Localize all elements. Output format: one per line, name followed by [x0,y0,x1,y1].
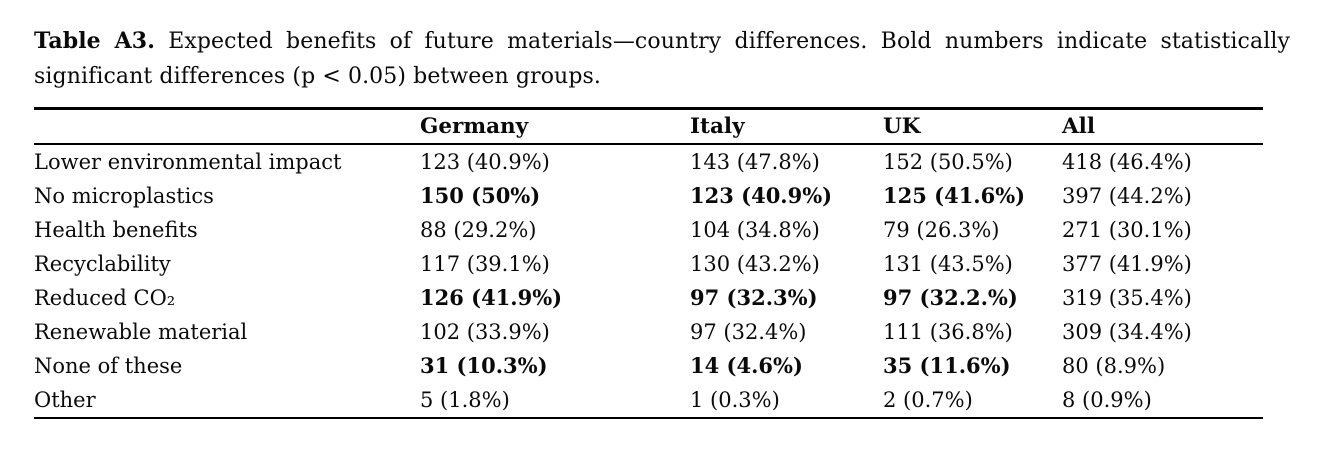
value-cell-uk: 131 (43.5%) [883,252,1013,276]
table-caption: Table A3. Expected benefits of future ma… [34,24,1290,94]
country-differences-table: Germany Italy UK All Lower environmental… [34,107,1263,419]
value-cell-germany: 150 (50%) [420,183,541,208]
value-cell-all: 397 (44.2%) [1062,184,1192,208]
value-cell-germany: 102 (33.9%) [420,320,550,344]
paper-page: Table A3. Expected benefits of future ma… [34,24,1290,419]
table-row: Health benefits 88 (29.2%) 104 (34.8%) 7… [34,213,1263,247]
value-cell-italy: 1 (0.3%) [690,383,883,419]
value-cell-germany: 5 (1.8%) [420,383,690,419]
value-cell-germany: 88 (29.2%) [420,218,537,242]
value-cell-uk: 79 (26.3%) [883,218,1000,242]
table-row: Reduced CO₂ 126 (41.9%) 97 (32.3%) 97 (3… [34,281,1263,315]
value-cell-all: 309 (34.4%) [1062,320,1192,344]
row-label-cell: Lower environmental impact [34,150,342,174]
header-cell-empty [34,107,420,145]
value-cell-all: 8 (0.9%) [1062,383,1263,419]
table-row: Recyclability 117 (39.1%) 130 (43.2%) 13… [34,247,1263,281]
table-caption-label: Table A3. [34,28,155,54]
table-row: None of these 31 (10.3%) 14 (4.6%) 35 (1… [34,349,1263,383]
value-cell-all: 319 (35.4%) [1062,286,1192,310]
value-cell-uk: 152 (50.5%) [883,150,1013,174]
value-cell-all: 80 (8.9%) [1062,354,1166,378]
value-cell-germany: 123 (40.9%) [420,150,550,174]
value-cell-italy: 143 (47.8%) [690,150,820,174]
table-row: Lower environmental impact 123 (40.9%) 1… [34,144,1263,179]
value-cell-all: 271 (30.1%) [1062,218,1192,242]
header-cell-germany: Germany [420,107,690,145]
table-header-row: Germany Italy UK All [34,107,1263,145]
value-cell-uk: 97 (32.2.%) [883,285,1018,310]
row-label-cell: Recyclability [34,252,171,276]
value-cell-germany: 31 (10.3%) [420,353,548,378]
row-label-cell: No microplastics [34,184,214,208]
value-cell-germany: 126 (41.9%) [420,285,563,310]
value-cell-italy: 97 (32.4%) [690,320,807,344]
value-cell-italy: 130 (43.2%) [690,252,820,276]
table-row: No microplastics 150 (50%) 123 (40.9%) 1… [34,179,1263,213]
table-row: Renewable material 102 (33.9%) 97 (32.4%… [34,315,1263,349]
value-cell-italy: 104 (34.8%) [690,218,820,242]
table-caption-text: Expected benefits of future materials—co… [34,29,1290,89]
value-cell-all: 418 (46.4%) [1062,150,1192,174]
value-cell-uk: 2 (0.7%) [883,383,1062,419]
value-cell-italy: 123 (40.9%) [690,183,833,208]
row-label-cell: Reduced CO₂ [34,286,176,310]
row-label-cell: None of these [34,354,183,378]
row-label-cell: Renewable material [34,320,248,344]
row-label-cell: Other [34,383,420,419]
header-cell-italy: Italy [690,107,883,145]
header-cell-all: All [1062,107,1263,145]
value-cell-uk: 111 (36.8%) [883,320,1013,344]
table-body: Lower environmental impact 123 (40.9%) 1… [34,144,1263,419]
value-cell-all: 377 (41.9%) [1062,252,1192,276]
table-row: Other 5 (1.8%) 1 (0.3%) 2 (0.7%) 8 (0.9%… [34,383,1263,419]
value-cell-italy: 97 (32.3%) [690,285,818,310]
row-label-cell: Health benefits [34,218,198,242]
table-header: Germany Italy UK All [34,107,1263,145]
header-cell-uk: UK [883,107,1062,145]
value-cell-germany: 117 (39.1%) [420,252,550,276]
value-cell-uk: 125 (41.6%) [883,183,1026,208]
value-cell-italy: 14 (4.6%) [690,353,803,378]
value-cell-uk: 35 (11.6%) [883,353,1011,378]
